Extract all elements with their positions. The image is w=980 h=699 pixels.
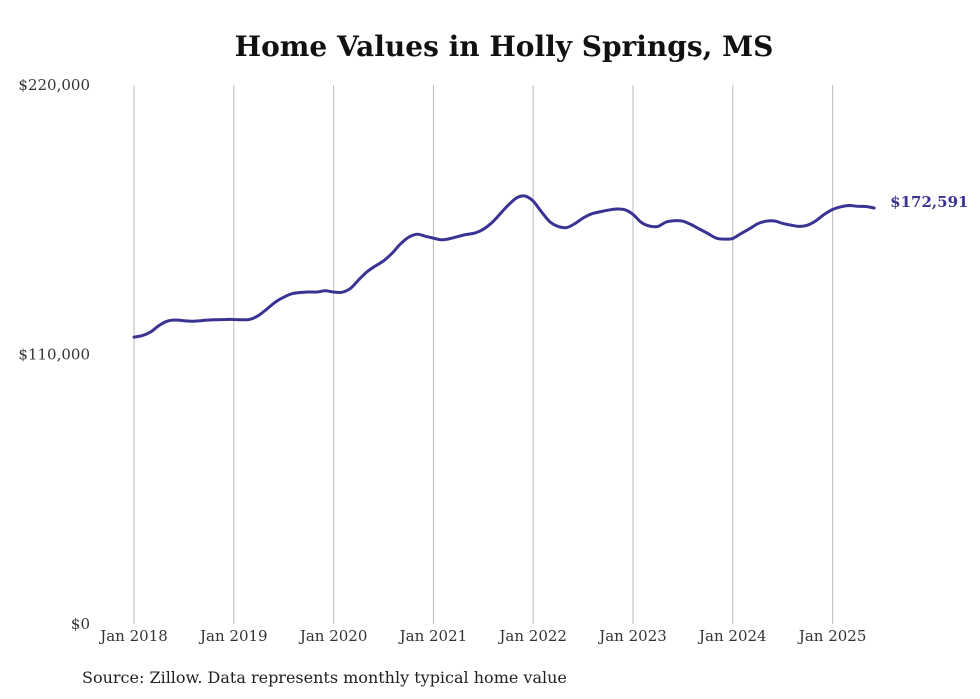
y-tick-label: $0 xyxy=(71,615,90,633)
x-tick-label: Jan 2020 xyxy=(298,627,368,645)
y-axis-ticks: $0 $110,000 $220,000 xyxy=(18,76,90,633)
series-line xyxy=(132,194,876,339)
chart-title: Home Values in Holly Springs, MS xyxy=(234,30,774,63)
x-tick-label: Jan 2022 xyxy=(497,627,567,645)
x-tick-label: Jan 2019 xyxy=(198,627,268,645)
x-tick-label: Jan 2021 xyxy=(398,627,468,645)
y-tick-label: $220,000 xyxy=(18,76,90,94)
x-tick-label: Jan 2025 xyxy=(797,627,867,645)
x-tick-label: Jan 2023 xyxy=(597,627,667,645)
grid-lines xyxy=(133,85,834,624)
end-value-label: $172,591 xyxy=(890,193,968,211)
x-tick-label: Jan 2024 xyxy=(697,627,767,645)
x-axis-ticks: Jan 2018 Jan 2019 Jan 2020 Jan 2021 Jan 2022… xyxy=(98,627,866,645)
source-note: Source: Zillow. Data represents monthly … xyxy=(82,668,567,687)
y-tick-label: $110,000 xyxy=(18,346,90,364)
x-tick-label: Jan 2018 xyxy=(98,627,168,645)
